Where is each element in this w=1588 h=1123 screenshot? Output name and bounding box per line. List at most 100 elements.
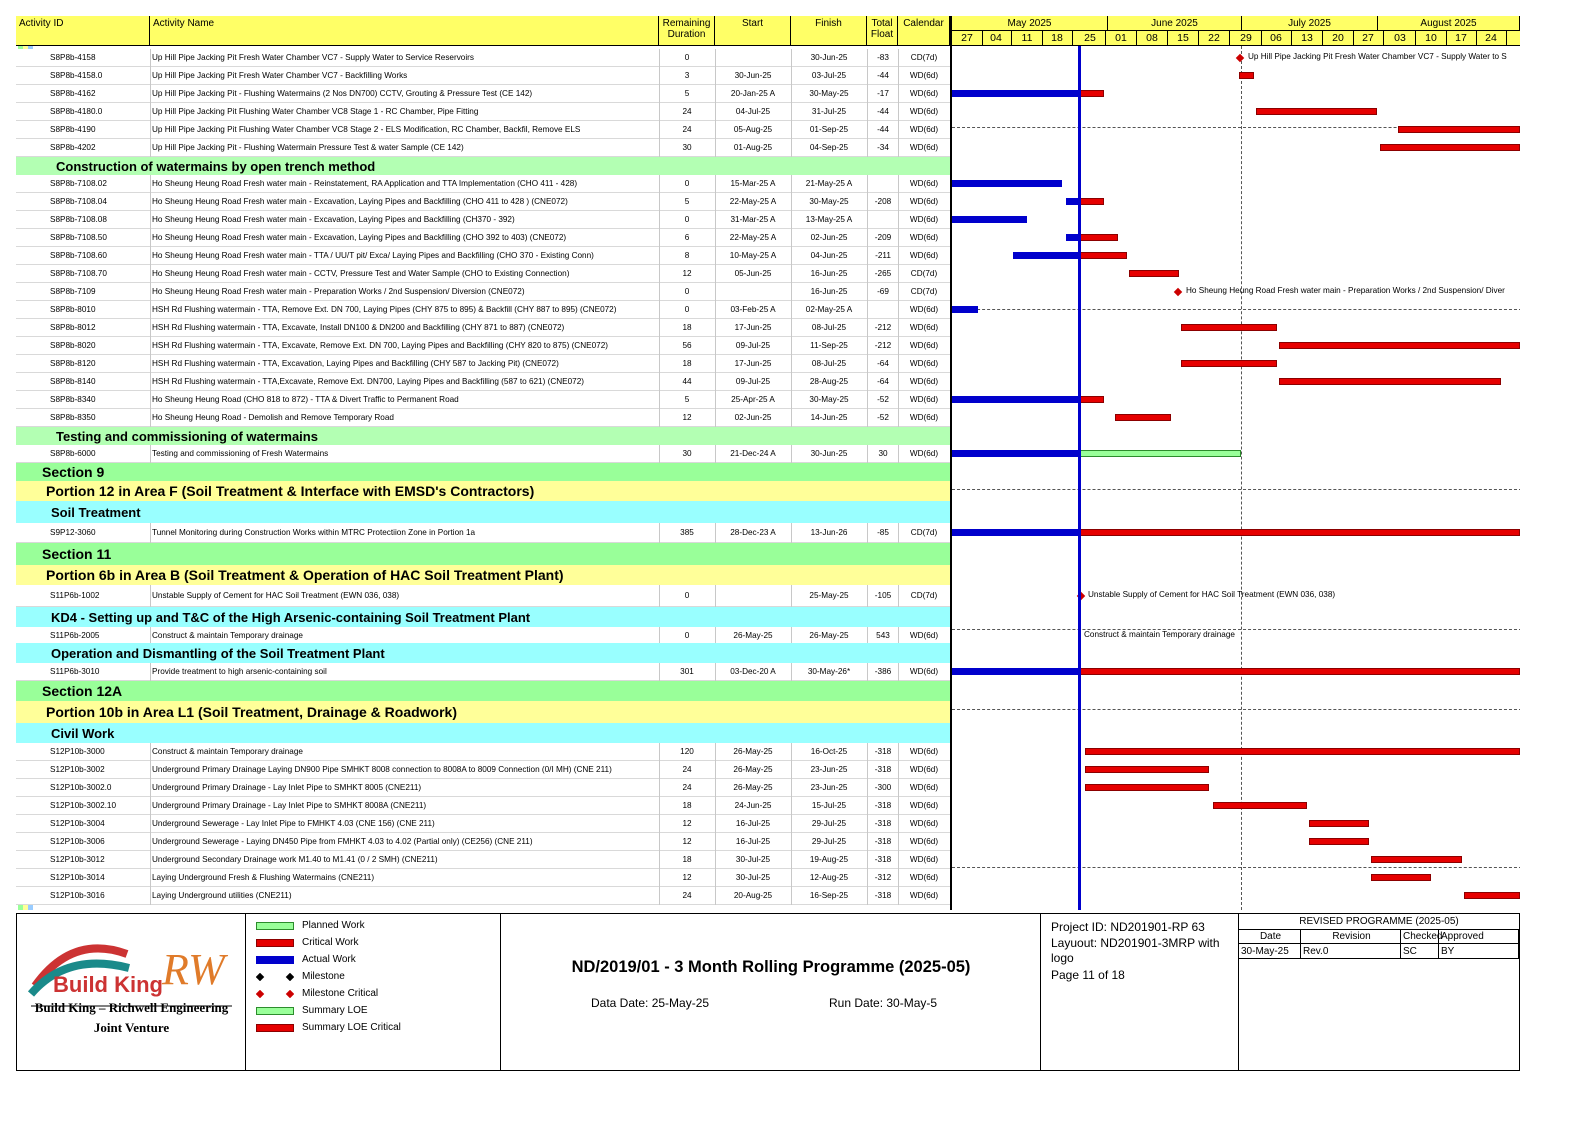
activity-row[interactable]: S12P10b-3004 Underground Sewerage - Lay I…	[16, 815, 950, 833]
cell-name: Up Hill Pipe Jacking Pit - Flushing Wate…	[152, 143, 464, 152]
wbs-header[interactable]: Operation and Dismantling of the Soil Tr…	[16, 643, 950, 663]
wbs-header[interactable]: Soil Treatment	[16, 501, 950, 523]
critical-bar[interactable]	[1371, 856, 1462, 863]
col-activity-id[interactable]: Activity ID	[16, 16, 150, 46]
wbs-header[interactable]: Construction of watermains by open trenc…	[16, 157, 950, 175]
critical-bar[interactable]	[1181, 324, 1277, 331]
activity-row[interactable]: S9P12-3060 Tunnel Monitoring during Const…	[16, 523, 950, 543]
actual-bar[interactable]	[952, 180, 1062, 187]
activity-row[interactable]: S8P8b-4158 Up Hill Pipe Jacking Pit Fresh…	[16, 49, 950, 67]
milestone-critical[interactable]	[1173, 287, 1183, 297]
activity-row[interactable]: S12P10b-3002 Underground Primary Drainage…	[16, 761, 950, 779]
activity-row[interactable]: S8P8b-7108.02 Ho Sheung Heung Road Fresh …	[16, 175, 950, 193]
activity-row[interactable]: S8P8b-7108.08 Ho Sheung Heung Road Fresh …	[16, 211, 950, 229]
actual-bar[interactable]	[952, 306, 978, 313]
critical-bar[interactable]	[1078, 396, 1104, 403]
critical-bar[interactable]	[1078, 198, 1104, 205]
critical-bar[interactable]	[1078, 252, 1127, 259]
actual-bar[interactable]	[952, 668, 1078, 675]
critical-bar[interactable]	[1309, 838, 1369, 845]
col-finish[interactable]: Finish	[791, 16, 867, 46]
wbs-header[interactable]: Section 9	[16, 463, 950, 481]
column-divider	[150, 139, 151, 157]
activity-row[interactable]: S12P10b-3002.10 Underground Primary Drain…	[16, 797, 950, 815]
activity-row[interactable]: S8P8b-8020 HSH Rd Flushing watermain - TT…	[16, 337, 950, 355]
activity-row[interactable]: S8P8b-8140 HSH Rd Flushing watermain - TT…	[16, 373, 950, 391]
critical-bar[interactable]	[1380, 144, 1520, 151]
critical-bar[interactable]	[1464, 892, 1520, 899]
critical-bar[interactable]	[1078, 90, 1104, 97]
actual-bar[interactable]	[952, 529, 1078, 536]
activity-row[interactable]: S12P10b-3014 Laying Underground Fresh & F…	[16, 869, 950, 887]
critical-bar[interactable]	[1115, 414, 1171, 421]
cell-cal: WD(6d)	[909, 891, 939, 900]
milestone-critical[interactable]	[1235, 53, 1245, 63]
activity-row[interactable]: S8P8b-4158.0 Up Hill Pipe Jacking Pit Fre…	[16, 67, 950, 85]
critical-bar[interactable]	[1371, 874, 1431, 881]
actual-bar[interactable]	[1066, 198, 1078, 205]
activity-row[interactable]: S8P8b-7108.70 Ho Sheung Heung Road Fresh …	[16, 265, 950, 283]
wbs-header[interactable]: Section 12A	[16, 681, 950, 701]
activity-row[interactable]: S8P8b-7109 Ho Sheung Heung Road Fresh wat…	[16, 283, 950, 301]
critical-bar[interactable]	[1085, 766, 1209, 773]
critical-bar[interactable]	[1129, 270, 1179, 277]
activity-row[interactable]: S11P6b-1002 Unstable Supply of Cement for…	[16, 585, 950, 607]
activity-row[interactable]: S8P8b-4162 Up Hill Pipe Jacking Pit - Flu…	[16, 85, 950, 103]
col-total-float[interactable]: Total Float	[867, 16, 898, 46]
critical-bar[interactable]	[1078, 529, 1520, 536]
activity-row[interactable]: S8P8b-8010 HSH Rd Flushing watermain - TT…	[16, 301, 950, 319]
wbs-header[interactable]: Civil Work	[16, 723, 950, 743]
activity-row[interactable]: S12P10b-3012 Underground Secondary Draina…	[16, 851, 950, 869]
cell-name: Testing and commissioning of Fresh Water…	[152, 449, 329, 458]
col-remaining-duration[interactable]: Remaining Duration	[659, 16, 715, 46]
wbs-header[interactable]: Portion 12 in Area F (Soil Treatment & I…	[16, 481, 950, 501]
activity-row[interactable]: S8P8b-8340 Ho Sheung Heung Road (CHO 818 …	[16, 391, 950, 409]
actual-bar[interactable]	[1066, 234, 1078, 241]
planned-bar[interactable]	[1078, 450, 1241, 457]
activity-row[interactable]: S8P8b-7108.50 Ho Sheung Heung Road Fresh …	[16, 229, 950, 247]
critical-bar[interactable]	[1078, 234, 1118, 241]
wbs-header[interactable]: Testing and commissioning of watermains	[16, 427, 950, 445]
activity-row[interactable]: S8P8b-8012 HSH Rd Flushing watermain - TT…	[16, 319, 950, 337]
critical-bar[interactable]	[1181, 360, 1277, 367]
activity-row[interactable]: S8P8b-8350 Ho Sheung Heung Road - Demolis…	[16, 409, 950, 427]
cell-rem: 0	[684, 631, 690, 640]
activity-row[interactable]: S8P8b-6000 Testing and commissioning of F…	[16, 445, 950, 463]
critical-bar[interactable]	[1309, 820, 1369, 827]
activity-row[interactable]: S8P8b-4190 Up Hill Pipe Jacking Pit Flush…	[16, 121, 950, 139]
wbs-header[interactable]: KD4 - Setting up and T&C of the High Ars…	[16, 607, 950, 627]
actual-bar[interactable]	[952, 216, 1027, 223]
actual-bar[interactable]	[1013, 252, 1078, 259]
critical-bar[interactable]	[1085, 784, 1209, 791]
activity-row[interactable]: S12P10b-3006 Underground Sewerage - Layin…	[16, 833, 950, 851]
actual-bar[interactable]	[952, 396, 1078, 403]
wbs-header[interactable]: Portion 6b in Area B (Soil Treatment & O…	[16, 565, 950, 585]
activity-row[interactable]: S8P8b-8120 HSH Rd Flushing watermain - TT…	[16, 355, 950, 373]
activity-row[interactable]: S8P8b-4180.0 Up Hill Pipe Jacking Pit Flu…	[16, 103, 950, 121]
critical-bar[interactable]	[1279, 378, 1501, 385]
col-activity-name[interactable]: Activity Name	[150, 16, 659, 46]
activity-row[interactable]: S12P10b-3000 Construct & maintain Tempora…	[16, 743, 950, 761]
cell-finish: 02-May-25 A	[805, 305, 853, 314]
wbs-header[interactable]: Portion 10b in Area L1 (Soil Treatment, …	[16, 701, 950, 723]
activity-row[interactable]: S8P8b-7108.60 Ho Sheung Heung Road Fresh …	[16, 247, 950, 265]
actual-bar[interactable]	[952, 90, 1078, 97]
critical-bar[interactable]	[1085, 748, 1520, 755]
wbs-header[interactable]: Section 11	[16, 543, 950, 565]
activity-row[interactable]: S8P8b-4202 Up Hill Pipe Jacking Pit - Flu…	[16, 139, 950, 157]
critical-bar[interactable]	[1078, 668, 1520, 675]
col-calendar[interactable]: Calendar	[898, 16, 950, 46]
critical-bar[interactable]	[1213, 802, 1307, 809]
actual-bar[interactable]	[952, 450, 1078, 457]
activity-row[interactable]: S8P8b-7108.04 Ho Sheung Heung Road Fresh …	[16, 193, 950, 211]
cell-name: Ho Sheung Heung Road Fresh water main - …	[152, 179, 578, 188]
critical-bar[interactable]	[1239, 72, 1254, 79]
activity-row[interactable]: S12P10b-3002.0 Underground Primary Draina…	[16, 779, 950, 797]
column-divider	[150, 663, 151, 681]
critical-bar[interactable]	[1256, 108, 1377, 115]
activity-row[interactable]: S11P6b-3010 Provide treatment to high ars…	[16, 663, 950, 681]
critical-bar[interactable]	[1279, 342, 1520, 349]
activity-row[interactable]: S12P10b-3016 Laying Underground utilities…	[16, 887, 950, 905]
critical-bar[interactable]	[1398, 126, 1520, 133]
col-start[interactable]: Start	[715, 16, 791, 46]
